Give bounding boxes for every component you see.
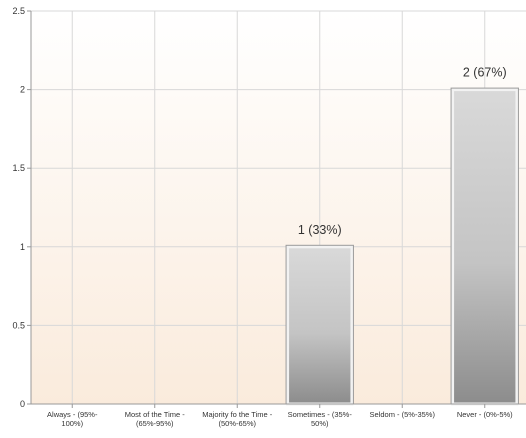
y-tick-label: 1.5 — [12, 163, 25, 173]
y-tick-label: 0.5 — [12, 320, 25, 330]
data-label: 1 (33%) — [298, 223, 342, 237]
x-tick-label: Majority fo the Time -(50%-65%) — [202, 410, 273, 428]
x-tick-label: Never - (0%-5%) — [457, 410, 513, 419]
bar — [451, 88, 519, 406]
axes — [27, 10, 526, 408]
y-tick-label: 1 — [20, 242, 25, 252]
y-tick-label: 2.5 — [12, 6, 25, 16]
x-tick-label: Sometimes - (35%-50%) — [288, 410, 353, 428]
bars — [285, 87, 519, 406]
y-tick-label: 0 — [20, 399, 25, 409]
bar — [286, 245, 354, 406]
y-tick-label: 2 — [20, 85, 25, 95]
plot-background — [31, 11, 526, 404]
x-tick-label: Most of the Time -(65%-95%) — [125, 410, 186, 428]
data-label: 2 (67%) — [463, 66, 507, 80]
x-tick-label: Always - (95%-100%) — [47, 410, 98, 428]
x-tick-label: Seldom - (5%-35%) — [370, 410, 436, 419]
labels: 0 0.5 1 1.5 2 2.5 1 (33%) 2 (67%) Always - (95%-… — [12, 6, 513, 428]
